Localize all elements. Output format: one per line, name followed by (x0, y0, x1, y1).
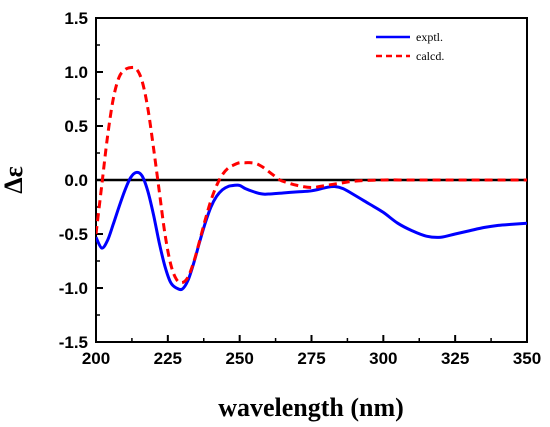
x-tick-label: 350 (513, 349, 541, 368)
axis-tick-labels: 200 225 250 275 300 325 350 1.5 1.0 0.5 0.0 -0.5 -1.… (59, 9, 541, 368)
x-tick-label: 200 (82, 349, 110, 368)
x-tick-label: 250 (225, 349, 253, 368)
y-tick-label: -1.5 (59, 333, 88, 352)
y-tick-label: -0.5 (59, 225, 88, 244)
y-tick-label: 0.0 (64, 171, 88, 190)
x-tick-label: 225 (154, 349, 182, 368)
series-layer (96, 65, 527, 292)
series-line-calcd (96, 65, 527, 285)
y-tick-label: 1.0 (64, 63, 88, 82)
x-tick-label: 300 (369, 349, 397, 368)
x-axis-title: wavelength (nm) (218, 393, 404, 422)
legend-label-exptl: exptl. (416, 30, 443, 44)
axis-ticks (95, 17, 528, 343)
y-axis-title: Δε (0, 166, 28, 193)
y-tick-label: 0.5 (64, 117, 88, 136)
x-tick-label: 275 (297, 349, 325, 368)
y-tick-label: 1.5 (64, 9, 88, 28)
legend: exptl. calcd. (376, 30, 444, 63)
legend-label-calcd: calcd. (416, 49, 444, 63)
x-tick-label: 325 (441, 349, 469, 368)
y-tick-label: -1.0 (59, 279, 88, 298)
series-line-exptl (96, 170, 527, 292)
